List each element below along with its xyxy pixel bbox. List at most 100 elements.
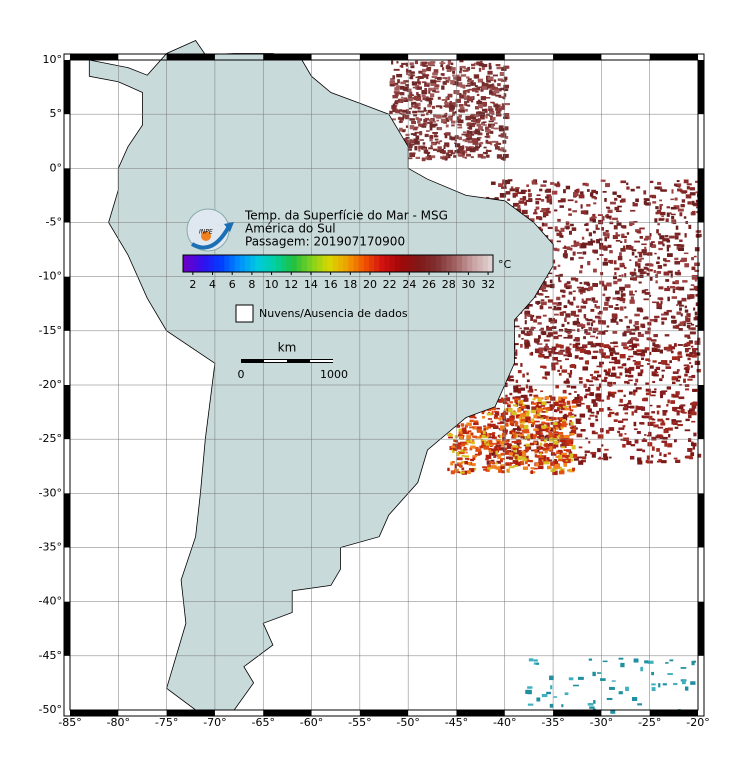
sst-pixel (676, 180, 680, 183)
frame-band (649, 710, 698, 716)
sst-pixel (551, 366, 556, 371)
sst-pixel (556, 450, 561, 455)
sst-pixel (471, 138, 478, 142)
sst-pixel (441, 67, 445, 71)
sst-pixel (558, 454, 563, 460)
sst-pixel (620, 319, 623, 322)
sst-pixel (568, 373, 572, 378)
sst-pixel (474, 62, 478, 65)
sst-pixel (652, 201, 657, 204)
sst-pixel (589, 217, 596, 222)
sst-pixel (613, 260, 617, 265)
sst-pixel (509, 430, 513, 434)
sst-pixel (632, 272, 637, 276)
sst-pixel (474, 74, 479, 79)
sst-pixel (575, 422, 582, 424)
colorbar-cell (472, 255, 478, 272)
sst-pixel (474, 106, 480, 110)
frame-band (166, 54, 215, 60)
sst-pixel (600, 428, 604, 433)
sst-pixel (461, 427, 466, 432)
sst-pixel (582, 182, 588, 186)
sst-pixel (553, 409, 557, 412)
sst-pixel (409, 62, 414, 66)
sst-pixel (445, 112, 448, 117)
sst-pixel (677, 352, 682, 355)
sst-pixel (402, 114, 405, 119)
sst-pixel (409, 118, 415, 121)
colorbar-cell (296, 255, 303, 272)
sst-pixel (643, 298, 649, 301)
sst-pixel (549, 427, 555, 432)
sst-pixel (557, 434, 563, 437)
sst-pixel (576, 433, 583, 438)
sst-pixel (411, 81, 415, 86)
sst-pixel (525, 416, 531, 421)
sst-pixel (395, 109, 401, 114)
sst-pixel (512, 404, 518, 407)
sst-pixel (635, 338, 639, 342)
sst-pixel (500, 147, 505, 152)
colorbar-tick-label: 24 (402, 278, 416, 291)
sst-pixel (422, 125, 427, 128)
sst-pixel (689, 331, 696, 335)
sst-pixel (504, 422, 509, 427)
colorbar-cell (214, 255, 220, 272)
sst-pixel (689, 408, 695, 412)
sst-pixel (559, 205, 564, 208)
sst-pixel (629, 345, 634, 348)
sst-pixel (574, 414, 577, 417)
sst-pixel (415, 76, 419, 79)
sst-pixel (394, 83, 398, 85)
sst-pixel (470, 133, 475, 136)
sst-pixel (594, 315, 601, 319)
sst-pixel (683, 364, 690, 367)
sst-pixel (684, 455, 691, 459)
sst-pixel (521, 455, 526, 459)
sst-pixel (468, 134, 473, 138)
sst-pixel (565, 185, 571, 190)
sst-pixel (664, 334, 670, 337)
colorbar-tick-label: 10 (265, 278, 279, 291)
sst-pixel (658, 247, 663, 251)
scale-bar-seg (310, 360, 333, 362)
sst-pixel (400, 81, 407, 85)
sst-pixel (593, 350, 599, 353)
sst-pixel (636, 231, 641, 234)
sst-pixel (654, 315, 660, 319)
sst-pixel (513, 325, 520, 328)
sst-pixel (677, 375, 682, 379)
sst-pixel (509, 458, 512, 460)
colorbar-cell (348, 255, 354, 272)
sst-pixel (540, 299, 545, 302)
sst-pixel (597, 448, 601, 453)
sst-pixel (467, 430, 472, 433)
sst-pixel (422, 68, 427, 73)
sst-pixel (443, 81, 447, 85)
sst-pixel (477, 153, 484, 158)
colorbar-cell (456, 255, 463, 272)
sst-pixel (540, 184, 547, 187)
sst-pixel (694, 352, 697, 355)
sst-pixel (604, 237, 607, 242)
colorbar-cell (363, 255, 370, 272)
sst-pixel (588, 286, 593, 291)
sst-pixel (602, 231, 606, 236)
sst-pixel (591, 195, 596, 199)
sst-pixel (410, 75, 414, 80)
sst-pixel (560, 446, 566, 449)
sst-pixel (663, 271, 670, 276)
sst-pixel (565, 313, 571, 318)
sst-pixel (534, 389, 537, 391)
sst-pixel (554, 313, 559, 316)
sst-pixel (553, 441, 559, 445)
sst-pixel (498, 417, 502, 421)
sst-pixel (568, 230, 572, 235)
sst-pixel (430, 83, 436, 87)
sst-pixel (458, 104, 464, 107)
frame-band (70, 54, 119, 60)
sst-pixel (521, 209, 528, 215)
sst-pixel (458, 428, 463, 433)
colorbar-cell (379, 255, 385, 272)
colorbar-cell (425, 255, 432, 272)
